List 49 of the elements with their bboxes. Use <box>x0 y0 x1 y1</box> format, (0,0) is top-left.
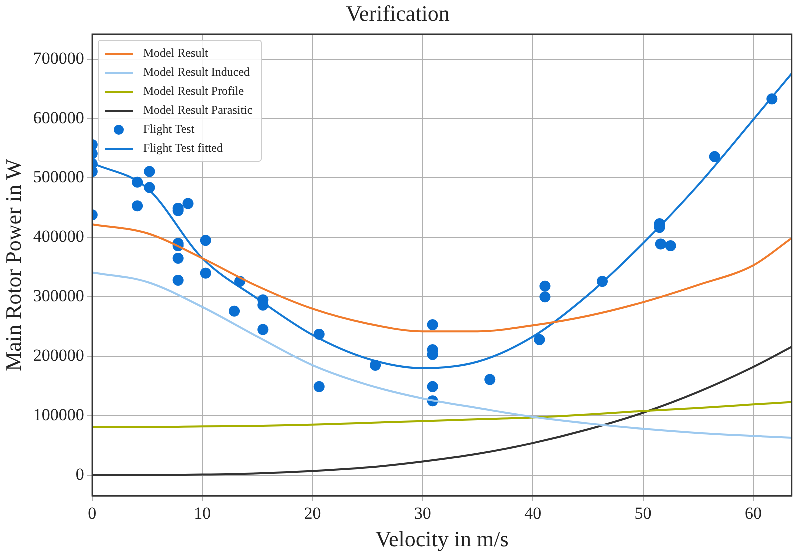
legend-label: Flight Test fitted <box>143 141 223 156</box>
x-tick-label: 50 <box>634 504 652 523</box>
y-tick-label: 200000 <box>33 346 84 365</box>
point <box>132 176 144 188</box>
point <box>200 268 212 279</box>
point <box>665 240 676 252</box>
legend-label: Flight Test <box>143 122 195 138</box>
legend-label: Model Result Parasitic <box>143 103 253 118</box>
x-axis-title: Velocity in m/s <box>376 526 509 552</box>
x-tick-label: 10 <box>194 504 212 523</box>
point <box>709 151 720 162</box>
y-tick-label: 0 <box>76 464 84 484</box>
y-tick-label: 100000 <box>33 405 84 424</box>
point <box>540 280 551 292</box>
point <box>370 360 382 371</box>
y-tick-label: 700000 <box>33 48 84 68</box>
point <box>144 182 156 194</box>
point <box>540 292 551 303</box>
x-tick-label: 0 <box>88 504 97 523</box>
legend-label: Model Result Induced <box>143 65 250 80</box>
point <box>427 381 438 392</box>
point <box>314 329 325 340</box>
point <box>597 276 608 288</box>
y-tick-label: 300000 <box>33 286 84 306</box>
point <box>484 374 496 386</box>
y-tick-label: 600000 <box>33 108 84 128</box>
x-tick-label: 60 <box>744 504 762 523</box>
point <box>258 324 269 336</box>
point <box>314 381 325 392</box>
point <box>172 252 184 264</box>
y-tick-label: 400000 <box>33 227 84 246</box>
x-tick-label: 20 <box>304 504 322 523</box>
point <box>655 238 666 250</box>
point <box>200 235 212 246</box>
point <box>229 306 240 317</box>
point <box>766 94 778 105</box>
legend-label: Model Result <box>143 46 208 62</box>
point <box>427 320 438 331</box>
x-tick-label: 40 <box>524 504 542 523</box>
y-axis-title: Main Rotor Power in W <box>0 158 26 372</box>
point <box>132 200 144 212</box>
point <box>182 198 194 210</box>
point <box>534 334 546 346</box>
point <box>144 166 156 178</box>
point <box>172 274 184 286</box>
chart-title: Verification <box>346 0 450 26</box>
y-tick-label: 500000 <box>33 168 84 187</box>
x-tick-label: 30 <box>414 504 432 523</box>
legend-label: Model Result Profile <box>143 84 244 100</box>
